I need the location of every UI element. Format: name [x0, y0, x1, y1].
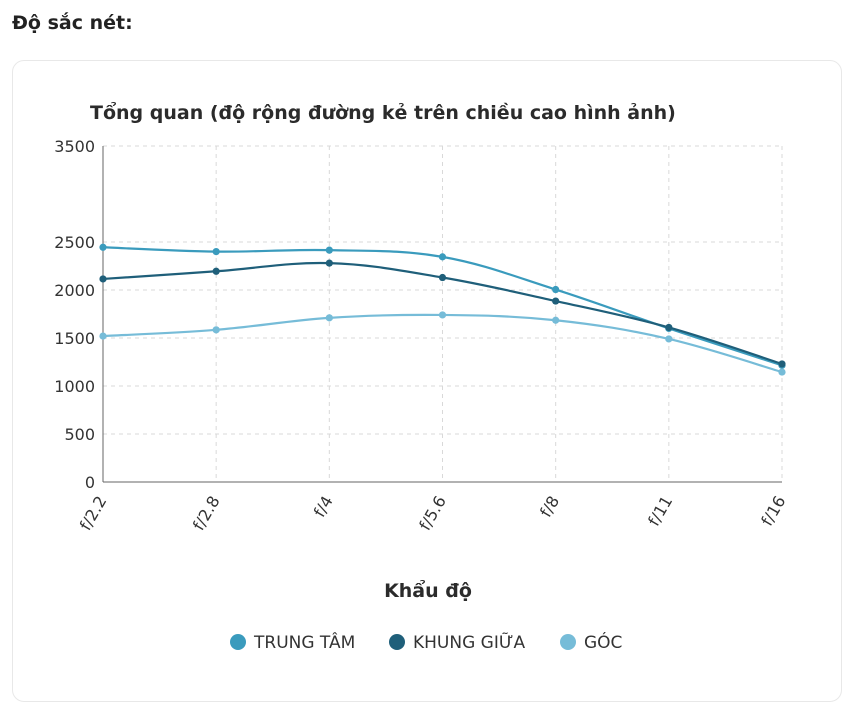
data-point[interactable]: [438, 253, 447, 261]
data-point[interactable]: [552, 285, 560, 294]
section-heading: Độ sắc nét:: [12, 12, 133, 34]
sharpness-chart: Tổng quan (độ rộng đường kẻ trên chiều c…: [54, 101, 789, 653]
legend-item[interactable]: KHUNG GIỮA: [389, 631, 525, 653]
x-tick-label: f/16: [757, 493, 789, 530]
data-point[interactable]: [552, 297, 560, 305]
data-point[interactable]: [99, 275, 107, 283]
data-point[interactable]: [438, 273, 447, 282]
legend-item[interactable]: GÓC: [560, 631, 622, 653]
data-point[interactable]: [665, 335, 673, 343]
series-layer: [99, 243, 786, 376]
data-point[interactable]: [325, 259, 333, 267]
x-tick-label: f/2.8: [189, 493, 224, 534]
chart-title: Tổng quan (độ rộng đường kẻ trên chiều c…: [90, 101, 676, 124]
legend-label: TRUNG TÂM: [253, 631, 355, 653]
data-point[interactable]: [438, 311, 447, 319]
legend-label: KHUNG GIỮA: [413, 631, 525, 653]
data-point[interactable]: [99, 243, 107, 251]
data-point[interactable]: [778, 368, 786, 376]
data-point[interactable]: [212, 326, 220, 334]
x-axis-title: Khẩu độ: [384, 579, 472, 602]
y-tick-label: 2000: [54, 281, 95, 300]
x-tick-label: f/4: [310, 493, 337, 521]
chart-card: [12, 60, 842, 702]
x-tick-label: f/5.6: [415, 493, 450, 534]
legend[interactable]: TRUNG TÂM KHUNG GIỮA GÓC: [230, 631, 622, 653]
x-tick-label: f/2.2: [76, 493, 111, 534]
y-tick-label: 0: [85, 473, 95, 492]
data-point[interactable]: [552, 316, 560, 324]
y-tick-label: 2500: [54, 233, 95, 252]
legend-marker: [230, 634, 246, 650]
legend-item[interactable]: TRUNG TÂM: [230, 631, 355, 653]
y-tick-label: 1500: [54, 329, 95, 348]
data-point[interactable]: [212, 267, 220, 275]
legend-marker: [389, 634, 405, 650]
data-point[interactable]: [325, 314, 333, 322]
legend-label: GÓC: [584, 631, 622, 653]
legend-marker: [560, 634, 576, 650]
y-tick-label: 500: [64, 425, 95, 444]
x-tick-label: f/8: [536, 493, 563, 521]
data-point[interactable]: [212, 248, 220, 256]
data-point[interactable]: [778, 360, 786, 368]
y-tick-label: 3500: [54, 137, 95, 156]
axis-layer: 0 500 1000 1500 2000 2500 3500 f/2.2 f/2.8 f/4 f/5…: [54, 137, 789, 534]
x-tick-label: f/11: [644, 493, 676, 530]
y-tick-label: 1000: [54, 377, 95, 396]
data-point[interactable]: [665, 323, 673, 332]
data-point[interactable]: [99, 332, 107, 340]
data-point[interactable]: [325, 246, 333, 254]
